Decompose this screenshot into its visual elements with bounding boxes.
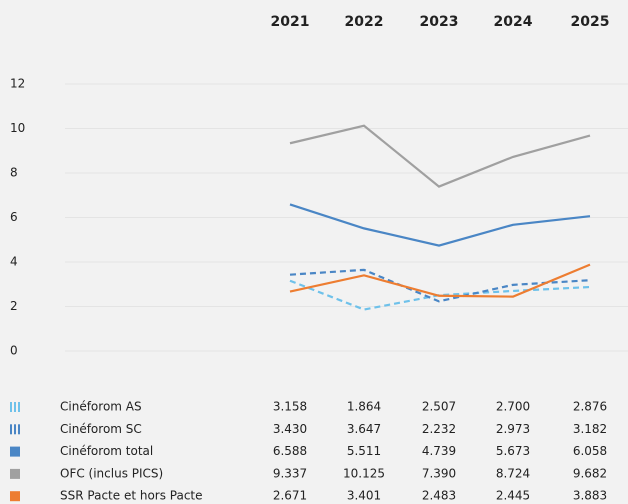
table-value: 2.507 (422, 400, 456, 414)
table-value: 9.682 (573, 466, 607, 480)
year-header: 2022 (345, 14, 384, 30)
table-value: 2.445 (496, 489, 530, 503)
legend-swatch (14, 424, 16, 435)
legend-label: SSR Pacte et hors Pacte (60, 489, 203, 503)
table-value: 6.588 (273, 444, 307, 458)
table-value: 3.158 (273, 400, 307, 414)
table-value: 3.401 (347, 489, 381, 503)
table-value: 2.876 (573, 400, 607, 414)
legend-swatch (10, 402, 12, 412)
legend-swatch (14, 402, 16, 412)
year-header: 2021 (271, 14, 310, 30)
series-line (289, 124, 591, 188)
year-header: 2023 (420, 14, 459, 30)
legend-swatch (10, 491, 20, 502)
y-tick-label: 12 (10, 77, 25, 91)
table-value: 4.739 (422, 444, 456, 458)
legend-label: Cinéforom SC (60, 422, 142, 436)
legend-label: Cinéforom total (60, 444, 153, 458)
series-line (289, 263, 591, 298)
y-tick-label: 10 (10, 121, 25, 135)
table-value: 3.647 (347, 422, 381, 436)
table-value: 5.673 (496, 444, 530, 458)
table-value: 2.671 (273, 489, 307, 503)
legend-label: OFC (inclus PICS) (60, 466, 163, 480)
table-value: 3.883 (573, 489, 607, 503)
y-tick-label: 0 (10, 344, 18, 358)
series-line (289, 268, 591, 303)
year-header: 2024 (494, 14, 533, 30)
table-value: 3.182 (573, 422, 607, 436)
legend-swatch (10, 446, 20, 457)
legend-swatch (10, 424, 12, 435)
series-line (289, 203, 591, 247)
table-value: 8.724 (496, 466, 530, 480)
legend-swatch (10, 468, 20, 479)
legend-label: Cinéforom AS (60, 400, 142, 414)
year-header: 2025 (571, 14, 610, 30)
y-tick-label: 6 (10, 210, 18, 224)
legend-swatch (18, 402, 20, 412)
table-value: 7.390 (422, 466, 456, 480)
table-value: 3.430 (273, 422, 307, 436)
legend-swatch (18, 424, 20, 435)
y-tick-label: 2 (10, 299, 18, 313)
table-value: 6.058 (573, 444, 607, 458)
table-value: 2.483 (422, 489, 456, 503)
y-tick-label: 4 (10, 255, 18, 269)
table-value: 5.511 (347, 444, 381, 458)
table-value: 9.337 (273, 466, 307, 480)
table-value: 10.125 (343, 466, 385, 480)
table-value: 2.232 (422, 422, 456, 436)
y-tick-label: 8 (10, 166, 18, 180)
table-value: 2.973 (496, 422, 530, 436)
table-value: 2.700 (496, 400, 530, 414)
table-value: 1.864 (347, 400, 381, 414)
